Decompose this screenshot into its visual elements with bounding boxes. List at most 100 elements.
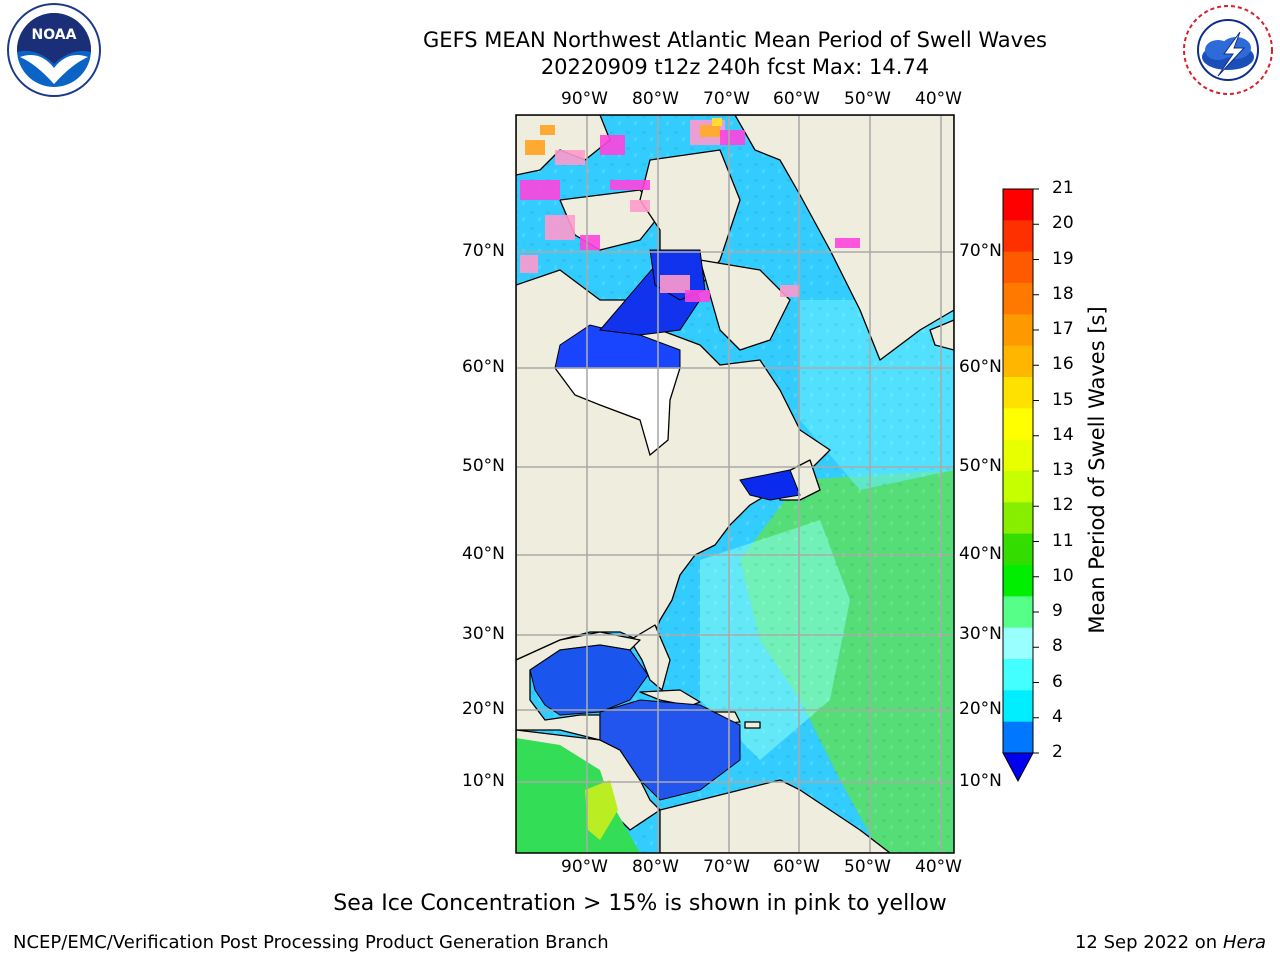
footer-host: Hera bbox=[1222, 932, 1266, 953]
lat-tick-left: 70°N bbox=[462, 241, 505, 261]
footer-date-text: 12 Sep 2022 on bbox=[1074, 932, 1218, 953]
colorbar-tick-label: 2 bbox=[1052, 742, 1063, 762]
lon-tick-top: 90°W bbox=[561, 89, 608, 109]
colorbar-segment bbox=[1003, 533, 1033, 566]
colorbar-under-extension bbox=[1002, 752, 1034, 783]
sea-ice-patch bbox=[720, 130, 745, 145]
colorbar-segment bbox=[1003, 189, 1033, 221]
lon-tick-top: 40°W bbox=[915, 89, 962, 109]
lat-tick-left: 40°N bbox=[462, 544, 505, 564]
sea-ice-patch bbox=[580, 235, 600, 250]
colorbar-tick-label: 17 bbox=[1052, 319, 1074, 339]
noaa-logo-text: NOAA bbox=[32, 27, 77, 43]
lat-tick-right: 40°N bbox=[959, 544, 1002, 564]
lat-tick-right: 20°N bbox=[959, 699, 1002, 719]
colorbar-tick-label: 20 bbox=[1052, 213, 1074, 234]
colorbar-segment bbox=[1003, 251, 1033, 284]
lat-tick-left: 10°N bbox=[462, 771, 505, 791]
colorbar-segment bbox=[1003, 659, 1033, 691]
land-south-america bbox=[659, 779, 891, 853]
lon-tick-top: 80°W bbox=[632, 89, 679, 109]
sea-ice-patch bbox=[780, 285, 800, 297]
noaa-logo: NOAA bbox=[7, 3, 101, 97]
lon-tick-bottom: 50°W bbox=[844, 857, 891, 877]
lat-tick-right: 50°N bbox=[959, 456, 1002, 476]
lat-tick-left: 20°N bbox=[462, 699, 505, 719]
colorbar-segment bbox=[1003, 690, 1033, 723]
colorbar-segment bbox=[1003, 502, 1033, 535]
sea-ice-patch bbox=[685, 290, 710, 302]
colorbar-segment bbox=[1003, 283, 1033, 315]
map-title: GEFS MEAN Northwest Atlantic Mean Period… bbox=[423, 28, 1047, 52]
gulf-of-st-lawrence bbox=[739, 469, 801, 501]
land-cuba bbox=[639, 689, 701, 707]
colorbar-segment bbox=[1003, 439, 1033, 472]
colorbar-segment bbox=[1003, 377, 1033, 409]
colorbar-segment bbox=[1003, 314, 1033, 347]
sea-ice-note: Sea Ice Concentration > 15% is shown in … bbox=[333, 891, 947, 916]
colorbar-segment bbox=[1003, 471, 1033, 503]
lat-tick-right: 70°N bbox=[959, 241, 1002, 261]
colorbar bbox=[1002, 188, 1039, 783]
colorbar-segment bbox=[1003, 408, 1033, 441]
colorbar-tick-label: 12 bbox=[1052, 495, 1074, 516]
lon-tick-bottom: 60°W bbox=[773, 857, 820, 877]
pacific-swell-high bbox=[585, 780, 618, 840]
colorbar-tick-label: 14 bbox=[1052, 424, 1074, 445]
lon-tick-bottom: 90°W bbox=[561, 857, 608, 877]
land-florida bbox=[629, 624, 671, 691]
colorbar-tick-label: 19 bbox=[1052, 248, 1074, 269]
land-iceland-edge bbox=[929, 319, 954, 351]
sea-ice-patch bbox=[660, 275, 690, 293]
colorbar-tick-label: 9 bbox=[1052, 601, 1063, 621]
map-subtitle: 20220909 t12z 240h fcst Max: 14.74 bbox=[540, 55, 930, 79]
land-puerto-rico bbox=[744, 721, 761, 729]
lat-tick-right: 10°N bbox=[959, 771, 1002, 791]
sea-ice-patch-high bbox=[700, 125, 720, 137]
colorbar-tick-label: 6 bbox=[1052, 671, 1063, 692]
sea-ice-patch bbox=[555, 150, 585, 165]
lon-tick-bottom: 80°W bbox=[632, 857, 679, 877]
nws-logo bbox=[1182, 4, 1274, 96]
lon-tick-bottom: 70°W bbox=[703, 857, 750, 877]
sea-ice-patch bbox=[835, 238, 860, 248]
caribbean-sea-swell bbox=[599, 699, 741, 801]
sea-ice-patch-high bbox=[540, 125, 555, 135]
colorbar-tick-label: 4 bbox=[1052, 706, 1063, 727]
land-gulf-coast bbox=[516, 631, 641, 741]
sea-ice-patch bbox=[610, 180, 650, 190]
footer-date: 12 Sep 2022 on Hera bbox=[1075, 932, 1266, 953]
land-greenland bbox=[734, 115, 954, 361]
lat-tick-left: 50°N bbox=[462, 456, 505, 476]
colorbar-tick-label: 11 bbox=[1052, 530, 1074, 551]
sea-ice-patch bbox=[545, 215, 575, 240]
colorbar-tick-label: 13 bbox=[1052, 460, 1074, 480]
colorbar-segment bbox=[1003, 627, 1033, 660]
colorbar-segment bbox=[1003, 596, 1033, 629]
lat-tick-left: 30°N bbox=[462, 624, 505, 644]
colorbar-segment bbox=[1003, 565, 1033, 597]
colorbar-segment bbox=[1003, 220, 1033, 253]
colorbar-segment bbox=[1003, 345, 1033, 378]
colorbar-tick-label: 15 bbox=[1052, 389, 1074, 410]
sea-ice-patch bbox=[630, 200, 650, 212]
colorbar-segment bbox=[1003, 721, 1033, 754]
lat-tick-right: 30°N bbox=[959, 624, 1002, 644]
colorbar-tick-label: 10 bbox=[1052, 565, 1074, 586]
sea-ice-patch bbox=[520, 255, 538, 273]
colorbar-tick-label: 21 bbox=[1052, 178, 1074, 198]
land-labrador-peninsula bbox=[699, 259, 791, 351]
sea-ice-patch bbox=[520, 180, 560, 200]
lon-tick-top: 60°W bbox=[773, 89, 820, 109]
lat-tick-right: 60°N bbox=[959, 357, 1002, 377]
lat-tick-left: 60°N bbox=[462, 357, 505, 377]
lon-tick-top: 50°W bbox=[844, 89, 891, 109]
colorbar-tick-label: 8 bbox=[1052, 636, 1063, 657]
map-frame bbox=[515, 114, 955, 854]
colorbar-label: Mean Period of Swell Waves [s] bbox=[1085, 306, 1109, 634]
colorbar-tick-label: 18 bbox=[1052, 283, 1074, 304]
sea-ice-patch bbox=[600, 135, 625, 155]
lon-tick-top: 70°W bbox=[703, 89, 750, 109]
sea-ice-patch-high bbox=[525, 140, 545, 155]
